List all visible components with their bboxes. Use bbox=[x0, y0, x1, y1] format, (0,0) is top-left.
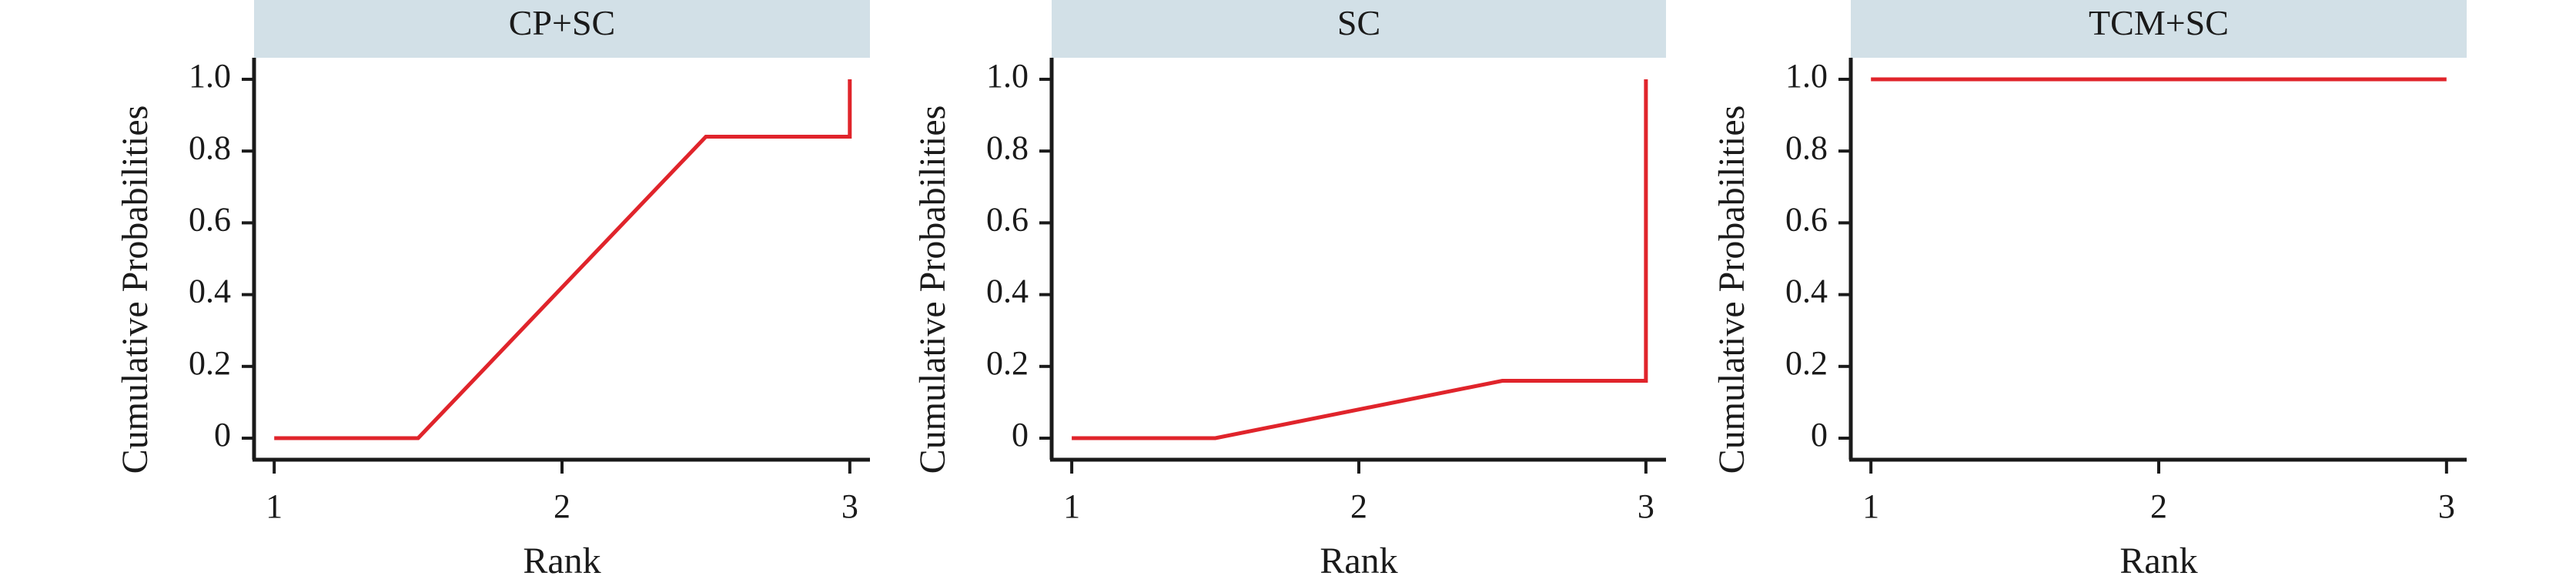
panel-title: TCM+SC bbox=[2089, 3, 2229, 42]
y-tick-label: 0.2 bbox=[189, 344, 231, 382]
x-axis-label: Rank bbox=[2119, 541, 2197, 581]
y-tick-label: 0 bbox=[1012, 416, 1029, 454]
y-tick-label: 0.6 bbox=[986, 200, 1029, 238]
panel-sc: SC 0 0.2 0.4 0.6 0.8 1.0 1 2 3 Rank Cumulative Prob… bbox=[912, 0, 1666, 581]
x-axis-label: Rank bbox=[523, 541, 601, 581]
y-tick-label: 0.8 bbox=[1785, 129, 1828, 166]
title-strip bbox=[1052, 0, 1666, 58]
y-tick-label: 0.4 bbox=[1785, 273, 1828, 310]
panel-tcm-sc: TCM+SC 0 0.2 0.4 0.6 0.8 1.0 1 2 3 Rank Cumulative … bbox=[1711, 0, 2467, 581]
y-tick-label: 0.2 bbox=[1785, 344, 1828, 382]
y-tick-label: 0.6 bbox=[1785, 200, 1828, 238]
x-tick-label: 3 bbox=[841, 487, 858, 525]
x-tick-label: 2 bbox=[2150, 487, 2167, 525]
x-tick-label: 3 bbox=[1638, 487, 1654, 525]
y-axis-label: Cumulative Probabilities bbox=[912, 105, 953, 474]
y-tick-label: 0.8 bbox=[986, 129, 1029, 166]
x-axis-label: Rank bbox=[1320, 541, 1397, 581]
panel-title: CP+SC bbox=[509, 3, 615, 42]
series-line bbox=[274, 79, 852, 440]
x-tick-label: 1 bbox=[1862, 487, 1879, 525]
y-tick-label: 0.2 bbox=[986, 344, 1029, 382]
y-axis-label: Cumulative Probabilities bbox=[1711, 105, 1752, 474]
y-tick-label: 0 bbox=[214, 416, 231, 454]
y-tick-label: 0 bbox=[1811, 416, 1828, 454]
y-tick-label: 0.6 bbox=[189, 200, 231, 238]
y-tick-label: 0.8 bbox=[189, 129, 231, 166]
y-tick-label: 0.4 bbox=[986, 273, 1029, 310]
title-strip bbox=[254, 0, 870, 58]
x-tick-label: 2 bbox=[554, 487, 570, 525]
series-line bbox=[1072, 79, 1648, 440]
title-strip bbox=[1851, 0, 2467, 58]
panel-title: SC bbox=[1337, 3, 1380, 42]
x-tick-label: 1 bbox=[266, 487, 283, 525]
x-tick-label: 1 bbox=[1063, 487, 1080, 525]
x-tick-label: 2 bbox=[1350, 487, 1367, 525]
y-axis-label: Cumulative Probabilities bbox=[115, 105, 156, 474]
y-tick-label: 0.4 bbox=[189, 273, 231, 310]
y-tick-label: 1.0 bbox=[986, 57, 1029, 95]
x-tick-label: 3 bbox=[2438, 487, 2455, 525]
y-tick-label: 1.0 bbox=[189, 57, 231, 95]
y-tick-label: 1.0 bbox=[1785, 57, 1828, 95]
panel-cp-sc: CP+SC 0 0.2 0.4 0.6 0.8 1.0 1 2 3 Rank Cumulative P… bbox=[115, 0, 870, 581]
